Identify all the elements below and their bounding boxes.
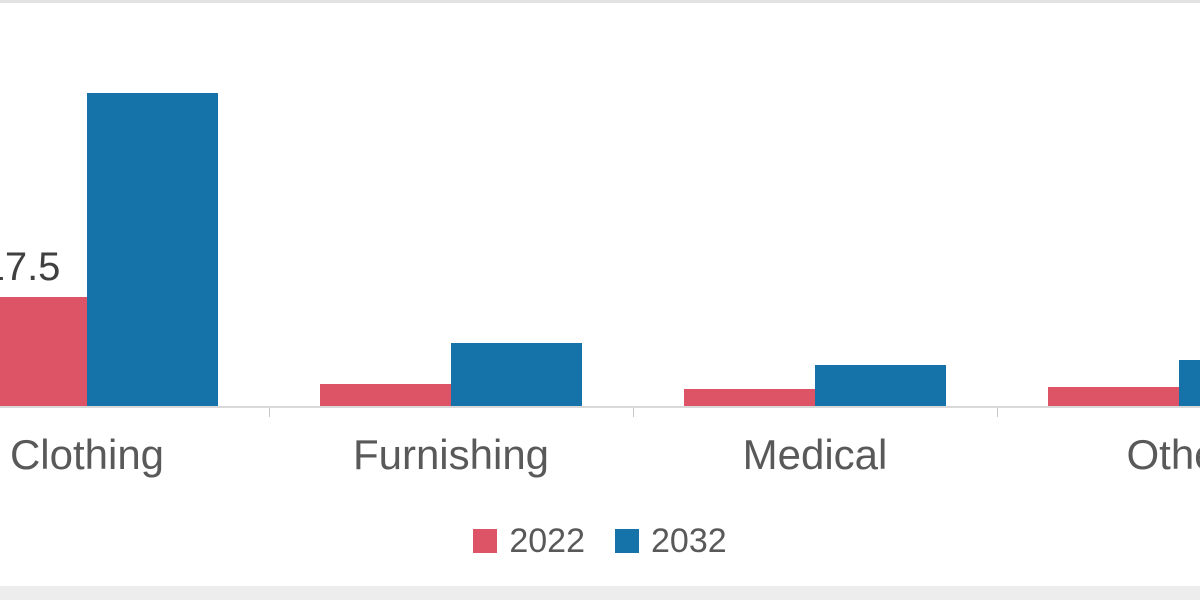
legend: 2022 2032 [0,524,1200,558]
bar-2022-medical [684,389,815,406]
bottom-border-strip [0,586,1200,600]
bar-2022-clothing [0,297,87,406]
bar-2032-furnishing [451,343,582,406]
legend-swatch-2022 [473,529,498,553]
category-label-clothing: Clothing [9,431,165,478]
x-axis-tick [997,408,998,417]
x-axis-line [0,406,1200,408]
x-axis-tick [269,408,270,417]
category-label-medical: Medical [742,431,888,478]
legend-label-2022: 2022 [509,522,585,560]
data-label-2022-clothing: 17.5 [0,245,61,290]
top-border-line [0,0,1200,3]
legend-swatch-2032 [615,529,639,553]
category-label-other: Other [1126,431,1200,478]
legend-item-2022: 2022 [473,524,585,558]
bar-2032-clothing [87,93,218,406]
bar-2022-other [1048,387,1179,406]
category-label-furnishing: Furnishing [352,431,550,478]
bar-2022-furnishing [320,384,451,406]
legend-item-2032: 2032 [615,524,727,558]
x-axis-tick [633,408,634,417]
bar-2032-other [1179,359,1200,406]
bar-2032-medical [815,364,946,406]
legend-label-2032: 2032 [651,522,727,560]
